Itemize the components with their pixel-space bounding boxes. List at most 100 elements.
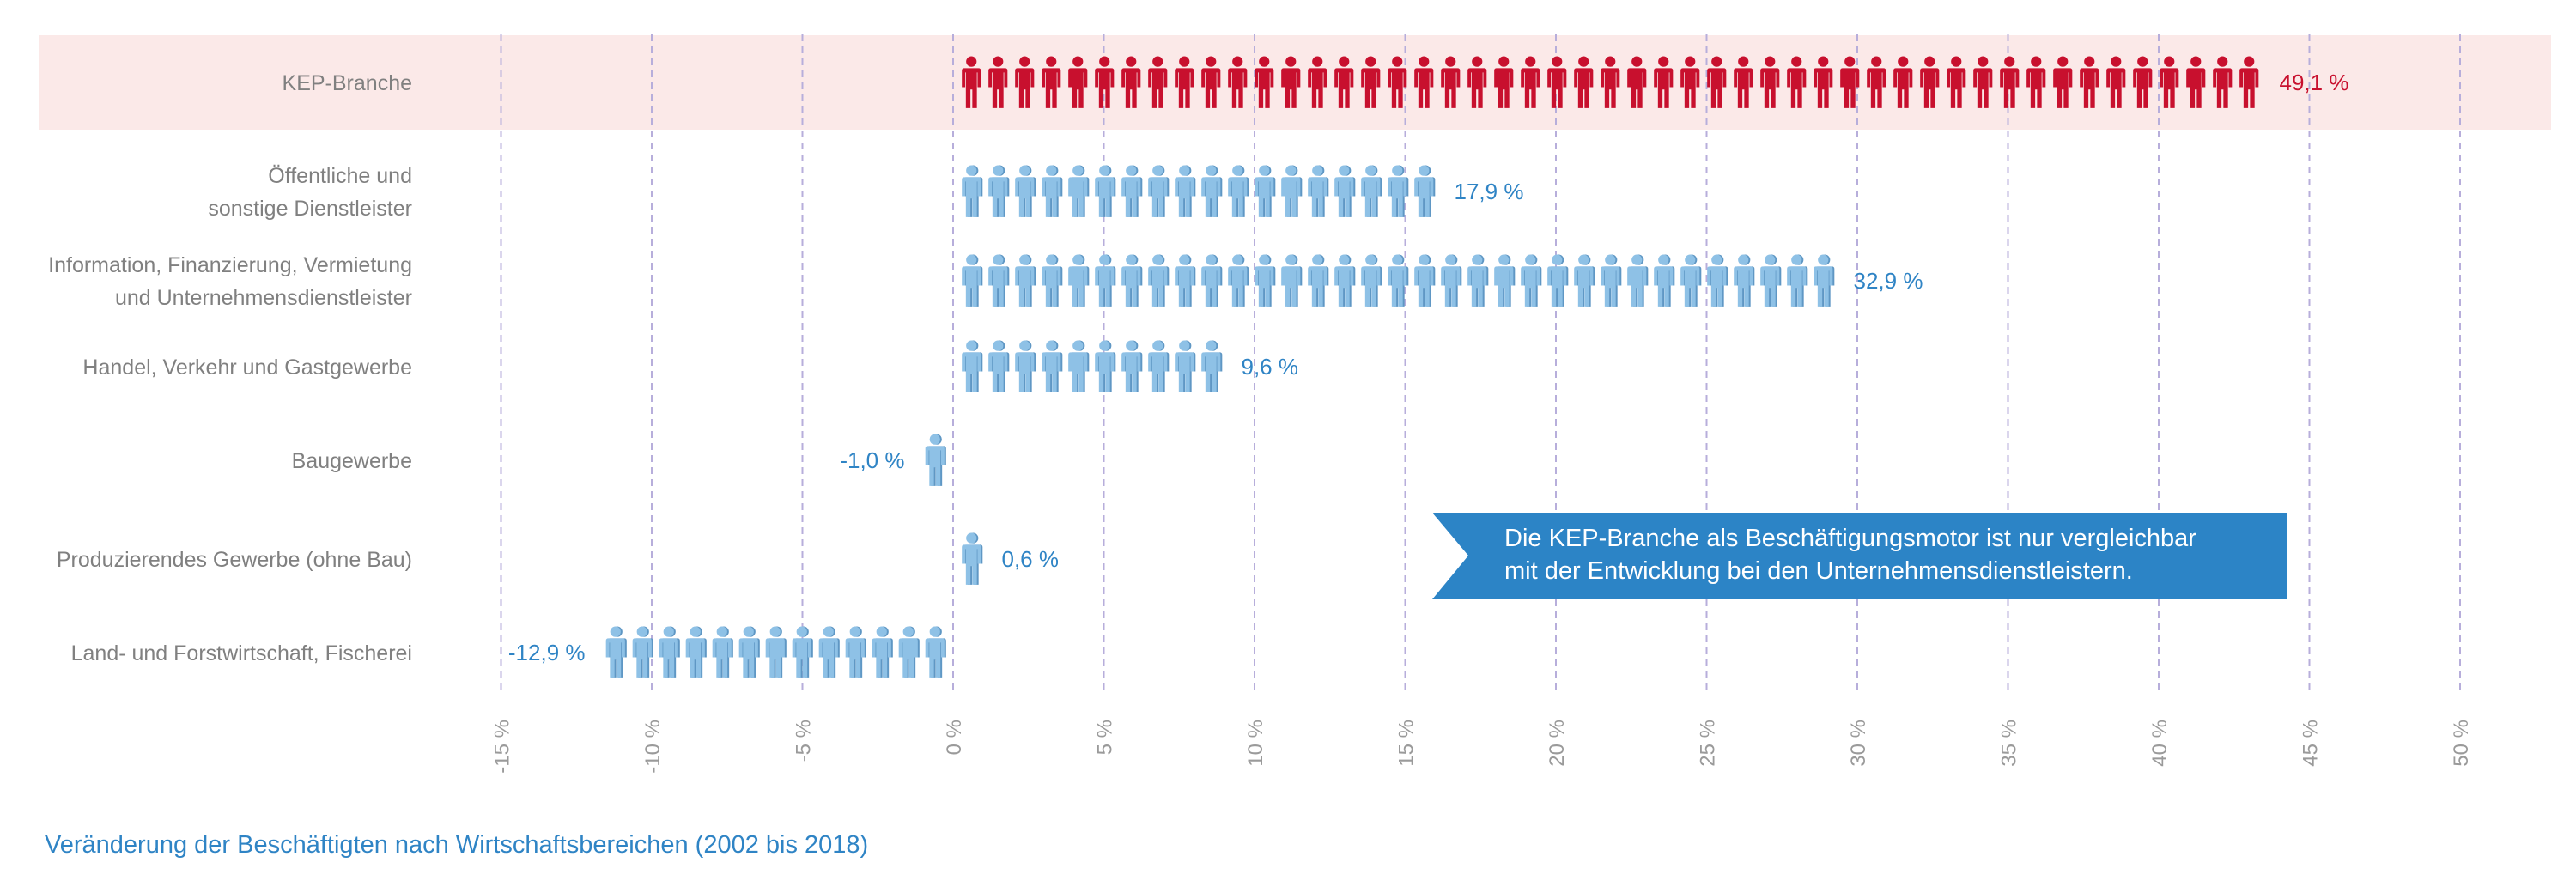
x-tick-label: 50 % [2450, 720, 2473, 767]
person-icon [659, 626, 680, 678]
person-icon [925, 434, 946, 486]
person-icon [1255, 165, 1276, 217]
x-tick-label: 0 % [943, 720, 966, 755]
person-icon [1201, 340, 1223, 392]
person-icon [1255, 254, 1276, 307]
person-icon [1015, 254, 1036, 307]
annotation-callout: Die KEP-Branche als Beschäftigungsmotor … [1432, 513, 2287, 599]
person-icon [1414, 254, 1436, 307]
person-icon [1042, 254, 1063, 307]
x-tick-label: 10 % [1244, 720, 1267, 767]
x-tick-label: 15 % [1395, 720, 1419, 767]
x-tick-label: -10 % [641, 720, 665, 774]
person-icon [1095, 254, 1116, 307]
person-icon [845, 626, 866, 678]
person-icon [1760, 254, 1782, 307]
category-label-land-forstwirtschaft: Land- und Forstwirtschaft, Fischerei [71, 641, 412, 665]
person-icon [988, 165, 1010, 217]
person-icon [1814, 254, 1835, 307]
person-icon [1281, 165, 1303, 217]
person-icon [1201, 254, 1223, 307]
value-label-produzierendes-gewerbe: 0,6 % [1002, 546, 1060, 572]
value-label-baugewerbe: -1,0 % [840, 447, 904, 473]
person-icon [925, 626, 946, 678]
person-icon [1308, 165, 1329, 217]
person-icon [962, 340, 983, 392]
person-icon [1175, 254, 1196, 307]
person-icon [1361, 165, 1382, 217]
x-tick-label: -15 % [491, 720, 514, 774]
person-icon [1494, 254, 1516, 307]
x-axis-tick-labels: -15 % -10 % -5 % 0 % 5 % 10 % 15 % 20 % 25 % 30 %… [491, 720, 2474, 774]
category-label-information-finanzierung: Information, Finanzierung, Vermietung und… [48, 253, 412, 310]
category-label-baugewerbe: Baugewerbe [292, 449, 412, 473]
person-icon [712, 626, 733, 678]
person-icon [1121, 340, 1143, 392]
person-icon [818, 626, 840, 678]
value-label-information-finanzierung: 32,9 % [1854, 268, 1923, 294]
person-icon [1148, 340, 1170, 392]
value-labels: 49,1 % 17,9 % 32,9 % 9,6 % -1,0 % 0,6 % -12,9 … [508, 70, 2349, 665]
person-icon [1680, 254, 1702, 307]
person-icon [988, 254, 1010, 307]
person-icon [872, 626, 893, 678]
person-icon [1175, 340, 1196, 392]
person-icon [1095, 165, 1116, 217]
category-labels: KEP-Branche Öffentliche und sonstige Diens… [48, 71, 412, 665]
person-icon [1441, 254, 1462, 307]
category-label-produzierendes-gewerbe: Produzierendes Gewerbe (ohne Bau) [57, 548, 412, 572]
person-icon [898, 626, 920, 678]
person-icon [1281, 254, 1303, 307]
person-icon [1015, 340, 1036, 392]
value-label-handel-verkehr: 9,6 % [1242, 354, 1299, 380]
person-icon [1148, 165, 1170, 217]
value-label-oeffentliche-dienstleister: 17,9 % [1455, 179, 1524, 204]
person-icon [1388, 254, 1409, 307]
person-icon [1121, 254, 1143, 307]
person-icon [1042, 340, 1063, 392]
person-icon [792, 626, 813, 678]
person-icon [1787, 254, 1808, 307]
person-icon [1095, 340, 1116, 392]
person-icon [1175, 165, 1196, 217]
person-icon [1068, 165, 1090, 217]
person-icon [962, 254, 983, 307]
person-icon [1201, 165, 1223, 217]
person-icon [1707, 254, 1728, 307]
x-tick-label: 35 % [1998, 720, 2021, 767]
category-label-kep-branche: KEP-Branche [283, 71, 412, 95]
person-icon [988, 340, 1010, 392]
x-tick-label: 20 % [1546, 720, 1569, 767]
person-icon [605, 626, 627, 678]
person-icon [1068, 254, 1090, 307]
person-icon [1334, 165, 1356, 217]
x-tick-label: 25 % [1697, 720, 1720, 767]
person-icon [738, 626, 760, 678]
person-icon [765, 626, 787, 678]
x-tick-label: 30 % [1847, 720, 1870, 767]
person-icon [962, 165, 983, 217]
person-icon [1068, 340, 1090, 392]
callout-text: Die KEP-Branche als Beschäftigungsmotor … [1504, 525, 2196, 585]
person-icon [1467, 254, 1489, 307]
category-label-handel-verkehr: Handel, Verkehr und Gastgewerbe [82, 355, 412, 380]
person-icon [1521, 254, 1542, 307]
person-icon [1228, 165, 1249, 217]
person-icon [1654, 254, 1675, 307]
x-tick-label: -5 % [793, 720, 816, 762]
person-icon [1734, 254, 1755, 307]
callout-box [1432, 513, 2287, 599]
person-icon [1547, 254, 1569, 307]
category-label-oeffentliche-dienstleister: Öffentliche und sonstige Dienstleister [208, 164, 412, 221]
person-icon [962, 532, 983, 585]
person-icon [1334, 254, 1356, 307]
person-icon [1121, 165, 1143, 217]
x-tick-label: 40 % [2148, 720, 2172, 767]
x-tick-label: 45 % [2300, 720, 2323, 767]
person-icon [1414, 165, 1436, 217]
chart-title: Veränderung der Beschäftigten nach Wirts… [45, 831, 868, 859]
person-icon [1574, 254, 1595, 307]
person-icon [1228, 254, 1249, 307]
person-icon [632, 626, 653, 678]
person-icon [1627, 254, 1649, 307]
